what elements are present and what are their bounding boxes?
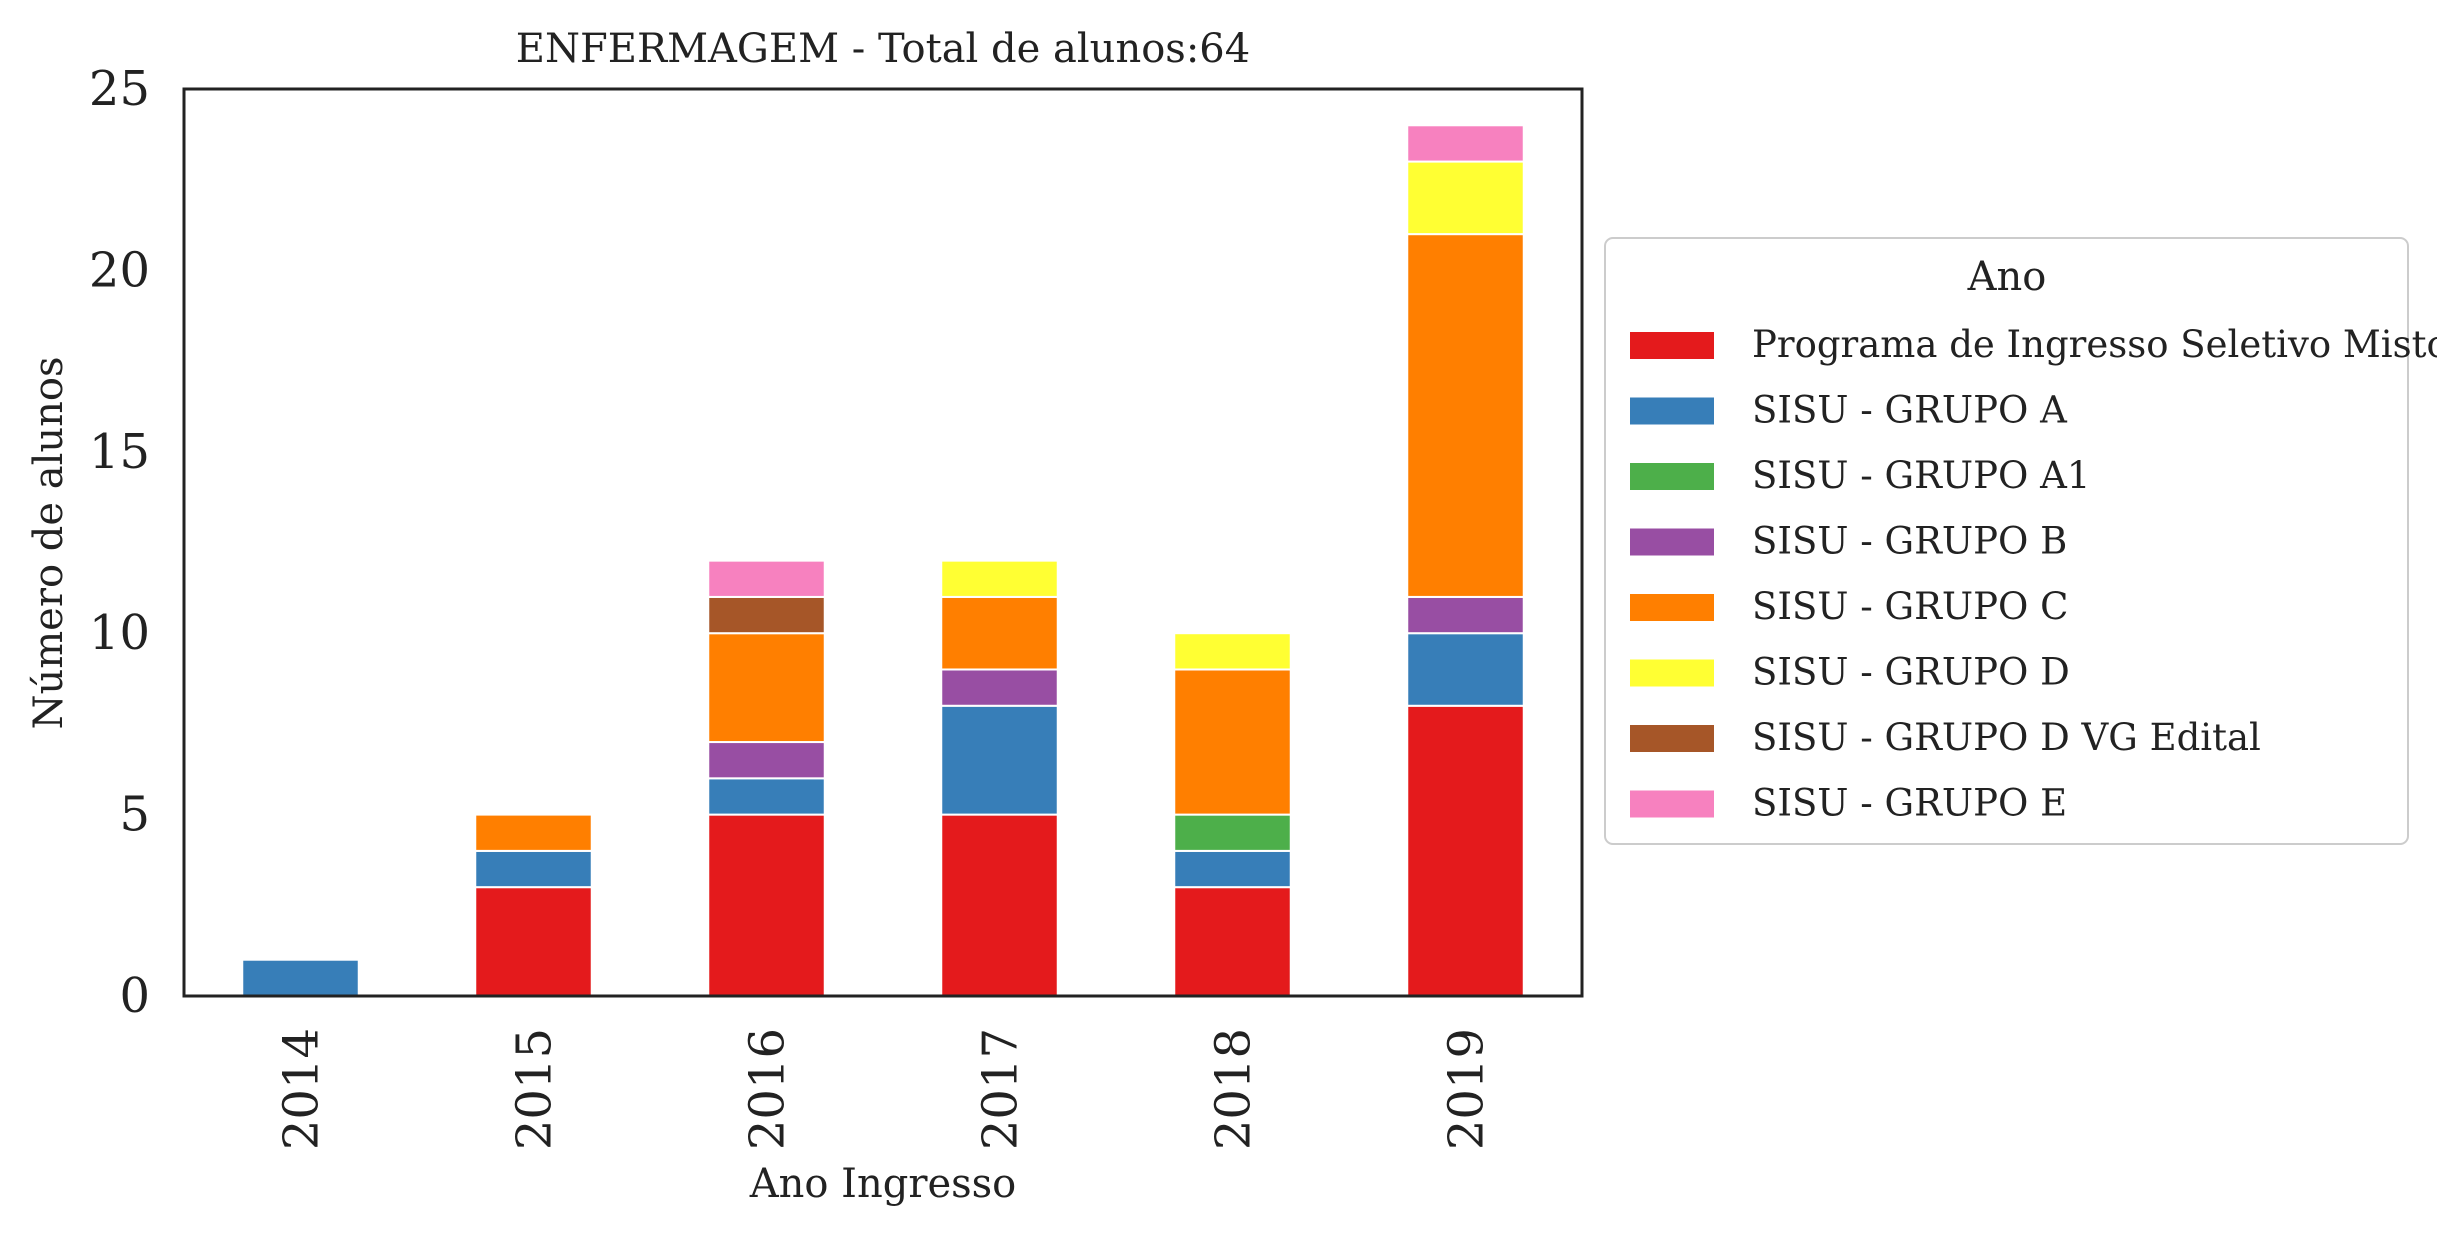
bar-2016-series-0 bbox=[707, 813, 826, 997]
legend-label: SISU - GRUPO C bbox=[1752, 585, 2068, 628]
legend-label: SISU - GRUPO A1 bbox=[1752, 454, 2090, 497]
y-tick-label: 20 bbox=[89, 242, 150, 298]
y-tick-label: 5 bbox=[119, 787, 150, 843]
bar-2015-series-1 bbox=[474, 849, 593, 889]
legend-label: SISU - GRUPO B bbox=[1752, 520, 2067, 563]
y-ticks-layer: 0 5 10 15 20 25 bbox=[89, 61, 150, 1024]
bar-2016-series-7 bbox=[707, 559, 826, 598]
legend-label: SISU - GRUPO A bbox=[1752, 389, 2068, 432]
x-axis-label: Ano Ingresso bbox=[749, 1161, 1017, 1207]
legend-swatch bbox=[1630, 397, 1714, 425]
x-tick-label: 2018 bbox=[1206, 1028, 1262, 1150]
y-tick-label: 0 bbox=[119, 968, 150, 1024]
bar-2019-series-4 bbox=[1406, 233, 1525, 598]
x-tick-label: 2019 bbox=[1439, 1028, 1495, 1150]
legend-swatch bbox=[1630, 332, 1714, 359]
bar-2017-series-3 bbox=[940, 668, 1059, 707]
chart-title: ENFERMAGEM - Total de alunos:64 bbox=[516, 26, 1250, 72]
bar-2018-series-2 bbox=[1173, 813, 1292, 852]
bar-2015-series-0 bbox=[474, 886, 593, 997]
bar-2016-series-1 bbox=[707, 777, 826, 816]
legend-swatch bbox=[1630, 659, 1714, 687]
legend-swatch bbox=[1630, 594, 1714, 621]
legend-swatch bbox=[1630, 725, 1714, 752]
legend-swatch bbox=[1630, 528, 1714, 556]
legend-swatch bbox=[1630, 790, 1714, 818]
bar-2018-series-5 bbox=[1173, 632, 1292, 671]
bar-2016-series-3 bbox=[707, 741, 826, 780]
legend-label: SISU - GRUPO D bbox=[1752, 651, 2070, 694]
bars-layer bbox=[241, 124, 1525, 997]
y-tick-label: 15 bbox=[89, 424, 150, 480]
bar-2017-series-0 bbox=[940, 813, 1059, 997]
x-tick-label: 2014 bbox=[274, 1028, 330, 1150]
y-tick-label: 10 bbox=[89, 605, 150, 661]
legend-label: SISU - GRUPO E bbox=[1752, 782, 2067, 825]
legend-label: Programa de Ingresso Seletivo Misto bbox=[1752, 323, 2437, 366]
x-tick-label: 2015 bbox=[507, 1028, 563, 1150]
legend-box bbox=[1604, 237, 2409, 845]
legend-label: SISU - GRUPO D VG Edital bbox=[1752, 716, 2261, 759]
plot-frame bbox=[182, 87, 1584, 998]
bar-2017-series-5 bbox=[940, 559, 1059, 598]
x-ticks-layer: 2014 2015 2016 2017 2018 2019 bbox=[274, 1028, 1495, 1150]
bar-2016-series-4 bbox=[707, 632, 826, 744]
y-axis-label: Número de alunos bbox=[26, 356, 72, 729]
bar-2019-series-0 bbox=[1406, 704, 1525, 997]
bar-2016-series-6 bbox=[707, 595, 826, 635]
bar-2018-series-0 bbox=[1173, 886, 1292, 997]
bar-2014-series-1 bbox=[241, 958, 360, 997]
bar-2019-series-3 bbox=[1406, 595, 1525, 635]
legend-items: Programa de Ingresso Seletivo Misto SISU … bbox=[1630, 323, 2437, 825]
bar-2019-series-1 bbox=[1406, 632, 1525, 707]
x-tick-label: 2017 bbox=[973, 1028, 1029, 1150]
legend-title: Ano bbox=[1967, 254, 2047, 300]
y-tick-label: 25 bbox=[89, 61, 150, 117]
legend: Ano Programa de Ingresso Seletivo Misto S… bbox=[1604, 237, 2437, 845]
legend-swatch bbox=[1630, 463, 1714, 490]
bar-2017-series-4 bbox=[940, 595, 1059, 671]
bar-2017-series-1 bbox=[940, 704, 1059, 816]
bar-2019-series-5 bbox=[1406, 160, 1525, 236]
bar-2019-series-7 bbox=[1406, 124, 1525, 163]
x-tick-label: 2016 bbox=[740, 1028, 796, 1150]
bar-2018-series-1 bbox=[1173, 849, 1292, 889]
bar-2015-series-4 bbox=[474, 813, 593, 852]
bar-2018-series-4 bbox=[1173, 668, 1292, 816]
